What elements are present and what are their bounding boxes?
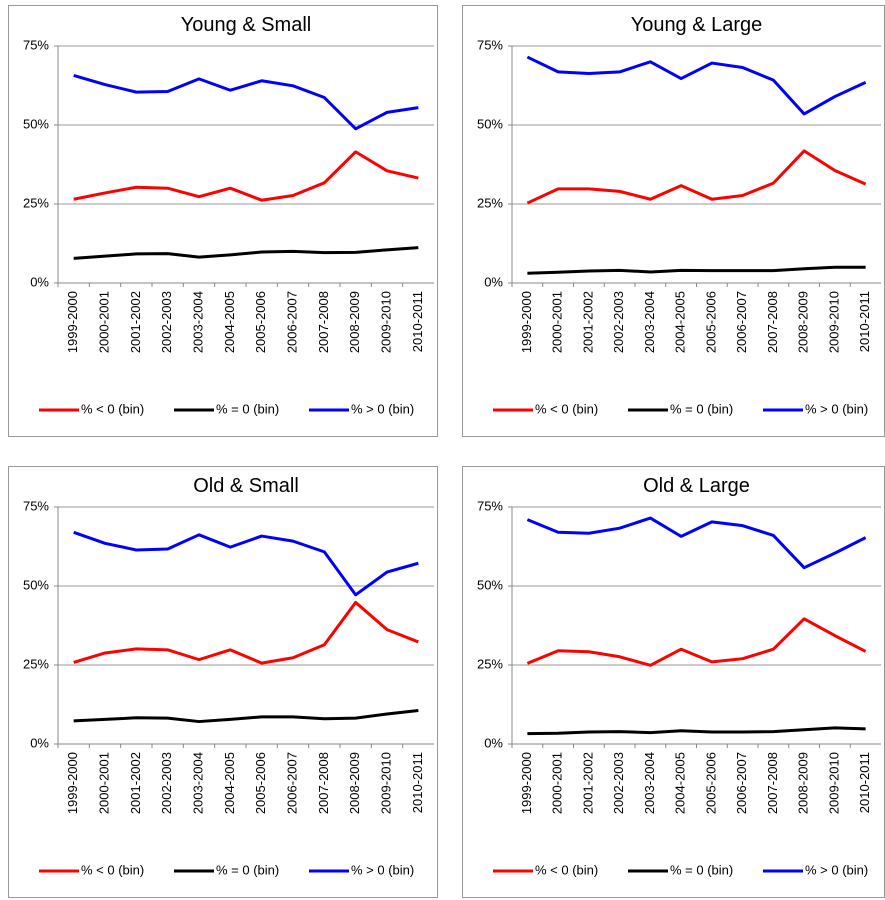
x-tick-label: 2010-2011 xyxy=(410,291,425,352)
x-tick-label: 2003-2004 xyxy=(642,291,657,353)
series-line xyxy=(73,530,419,597)
chart-title: Old & Small xyxy=(193,475,299,497)
x-tick-label: 2002-2003 xyxy=(159,291,174,353)
x-tick-label: 2004-2005 xyxy=(222,291,237,353)
series-line xyxy=(73,73,419,131)
x-tick-label: 2000-2001 xyxy=(96,752,111,814)
y-tick-label: 0% xyxy=(30,274,49,289)
chart-panel: Old & Large 0% 25% 50% 75% 1999-2000 2000-2001… xyxy=(462,466,885,898)
x-tick-label: 2010-2011 xyxy=(410,752,425,813)
y-tick-label: 0% xyxy=(484,274,503,289)
x-tick-label: 2006-2007 xyxy=(284,291,299,353)
y-tick-label: 25% xyxy=(23,195,49,210)
x-tick-label: 2007-2008 xyxy=(765,752,780,814)
y-tick-label: 0% xyxy=(30,735,49,750)
y-tick-label: 50% xyxy=(477,116,503,131)
x-tick-label: 2008-2009 xyxy=(347,291,362,353)
y-tick-label: 25% xyxy=(477,195,503,210)
x-tick-label: 2001-2002 xyxy=(580,291,595,353)
y-tick-label: 50% xyxy=(23,116,49,131)
x-tick-label: 2005-2006 xyxy=(703,752,718,814)
x-tick-label: 2004-2005 xyxy=(673,752,688,814)
legend-label: % < 0 (bin) xyxy=(81,862,144,877)
x-tick-label: 2005-2006 xyxy=(253,752,268,814)
x-tick-label: 2006-2007 xyxy=(734,752,749,814)
x-tick-label: 2005-2006 xyxy=(253,291,268,353)
x-tick-label: 2007-2008 xyxy=(316,291,331,353)
x-tick-label: 2002-2003 xyxy=(611,291,626,353)
x-tick-label: 2002-2003 xyxy=(611,752,626,814)
series-line xyxy=(73,600,419,665)
x-tick-label: 2000-2001 xyxy=(550,291,565,353)
series-line xyxy=(73,246,419,260)
y-tick-label: 75% xyxy=(23,498,49,513)
legend-label: % > 0 (bin) xyxy=(805,401,868,416)
y-tick-label: 50% xyxy=(477,577,503,592)
series-line xyxy=(527,265,866,275)
y-tick-label: 0% xyxy=(484,735,503,750)
x-tick-label: 2000-2001 xyxy=(550,752,565,814)
x-tick-label: 1999-2000 xyxy=(519,752,534,814)
chart-panel: Old & Small 0% 25% 50% 75% 1999-2000 2000-2001… xyxy=(8,466,438,898)
chart-title: Old & Large xyxy=(643,475,750,497)
x-tick-label: 2009-2010 xyxy=(378,752,393,814)
x-tick-label: 2004-2005 xyxy=(222,752,237,814)
x-tick-label: 2008-2009 xyxy=(347,752,362,814)
x-tick-label: 2003-2004 xyxy=(190,752,205,814)
x-tick-label: 2010-2011 xyxy=(857,752,872,813)
chart-title: Young & Small xyxy=(181,14,311,36)
y-tick-label: 50% xyxy=(23,577,49,592)
chart-panel: Young & Small 0% 25% 50% 75% 1999-2000 2000-20… xyxy=(8,5,438,437)
x-tick-label: 2010-2011 xyxy=(857,291,872,352)
series-line xyxy=(527,726,866,736)
x-tick-label: 2001-2002 xyxy=(580,752,595,814)
x-tick-label: 2009-2010 xyxy=(378,291,393,353)
chart-title: Young & Large xyxy=(631,14,763,36)
x-tick-label: 2007-2008 xyxy=(765,291,780,353)
y-tick-label: 25% xyxy=(477,656,503,671)
legend-label: % < 0 (bin) xyxy=(535,401,598,416)
x-tick-label: 1999-2000 xyxy=(65,752,80,814)
series-line xyxy=(73,709,419,724)
legend-label: % > 0 (bin) xyxy=(351,401,414,416)
series-line xyxy=(526,516,867,570)
x-tick-label: 2009-2010 xyxy=(826,291,841,353)
x-tick-label: 2001-2002 xyxy=(128,752,143,814)
x-tick-label: 1999-2000 xyxy=(519,291,534,353)
series-line xyxy=(526,617,867,667)
chart-panel: Young & Large 0% 25% 50% 75% 1999-2000 2000-20… xyxy=(462,5,885,437)
y-tick-label: 75% xyxy=(477,498,503,513)
series-line xyxy=(526,149,867,205)
legend-label: % = 0 (bin) xyxy=(670,401,733,416)
legend-label: % > 0 (bin) xyxy=(805,862,868,877)
series-line xyxy=(526,55,867,116)
y-tick-label: 75% xyxy=(477,37,503,52)
x-tick-label: 2007-2008 xyxy=(316,752,331,814)
legend-label: % = 0 (bin) xyxy=(216,862,279,877)
legend-label: % = 0 (bin) xyxy=(216,401,279,416)
x-tick-label: 2006-2007 xyxy=(284,752,299,814)
x-tick-label: 2008-2009 xyxy=(796,291,811,353)
x-tick-label: 2000-2001 xyxy=(96,291,111,353)
x-tick-label: 2001-2002 xyxy=(128,291,143,353)
x-tick-label: 2006-2007 xyxy=(734,291,749,353)
legend-label: % < 0 (bin) xyxy=(81,401,144,416)
x-tick-label: 2005-2006 xyxy=(703,291,718,353)
x-tick-label: 2009-2010 xyxy=(826,752,841,814)
x-tick-label: 1999-2000 xyxy=(65,291,80,353)
y-tick-label: 25% xyxy=(23,656,49,671)
x-tick-label: 2002-2003 xyxy=(159,752,174,814)
x-tick-label: 2004-2005 xyxy=(673,291,688,353)
legend-label: % = 0 (bin) xyxy=(670,862,733,877)
x-tick-label: 2008-2009 xyxy=(796,752,811,814)
y-tick-label: 75% xyxy=(23,37,49,52)
legend-label: % < 0 (bin) xyxy=(535,862,598,877)
x-tick-label: 2003-2004 xyxy=(190,291,205,353)
x-tick-label: 2003-2004 xyxy=(642,752,657,814)
series-line xyxy=(73,150,419,202)
legend-label: % > 0 (bin) xyxy=(351,862,414,877)
